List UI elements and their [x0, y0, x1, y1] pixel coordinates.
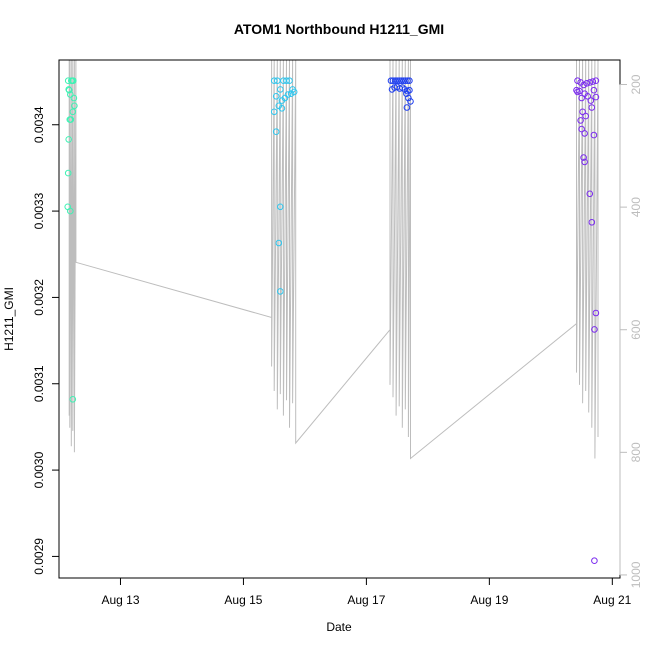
data-point	[277, 86, 284, 93]
data-point	[275, 239, 283, 247]
data-point	[70, 77, 77, 84]
x-tick-label: Aug 13	[101, 593, 139, 607]
data-point	[578, 94, 585, 102]
x-tick-label: Aug 17	[347, 593, 385, 607]
data-point	[586, 190, 594, 198]
y-axis-label: H1211_GMI	[2, 287, 16, 351]
y-tick-label: 0.0031	[32, 365, 46, 402]
data-point	[590, 86, 598, 94]
data-point	[405, 94, 412, 102]
data-point	[576, 87, 583, 95]
x-tick-label: Aug 21	[593, 593, 631, 607]
data-point	[592, 309, 600, 317]
x-axis: Aug 13 Aug 15 Aug 17 Aug 19 Aug 21	[101, 577, 632, 607]
data-point	[577, 117, 584, 124]
y-tick-label: 0.0034	[32, 106, 46, 143]
data-point	[272, 128, 280, 135]
x-tick-label: Aug 15	[224, 593, 262, 607]
data-point	[70, 94, 78, 102]
secondary-tick-label: 200	[629, 74, 643, 94]
data-point	[406, 77, 413, 84]
data-point	[583, 80, 591, 87]
y-tick-label: 0.0030	[32, 451, 46, 488]
data-point	[587, 97, 595, 104]
secondary-tick-label: 600	[629, 319, 643, 339]
data-point	[66, 116, 74, 123]
data-point	[65, 136, 72, 143]
secondary-y-axis: 200 400 600 800 1000	[619, 74, 643, 588]
data-point	[287, 90, 295, 97]
data-point	[286, 77, 293, 84]
data-point	[393, 77, 401, 84]
data-point	[283, 77, 290, 84]
scatter-points-layer	[64, 77, 600, 565]
data-point	[579, 108, 586, 116]
data-point	[588, 219, 596, 226]
data-point	[71, 102, 78, 110]
secondary-profile-layer	[68, 59, 599, 460]
data-point	[67, 91, 74, 98]
data-point	[407, 98, 414, 105]
y-tick-label: 0.0033	[32, 192, 46, 229]
data-point	[403, 104, 411, 111]
data-point	[278, 97, 286, 104]
data-point	[591, 326, 598, 333]
data-point	[581, 158, 588, 166]
data-point	[588, 104, 596, 111]
profile-line	[68, 59, 599, 460]
data-point	[397, 77, 405, 84]
data-point	[272, 93, 280, 100]
data-point	[580, 154, 587, 161]
data-point	[277, 203, 284, 211]
data-point	[65, 86, 73, 94]
y-tick-label: 0.0032	[32, 279, 46, 316]
data-point	[582, 112, 590, 120]
data-point	[278, 105, 286, 112]
data-point	[578, 125, 585, 133]
data-point	[64, 169, 72, 177]
data-point	[584, 93, 592, 100]
data-point	[270, 108, 278, 116]
data-point	[589, 78, 597, 85]
x-tick-label: Aug 19	[470, 593, 508, 607]
data-point	[592, 93, 600, 101]
plot-frame	[58, 59, 621, 579]
secondary-tick-label: 400	[629, 197, 643, 217]
x-axis-label: Date	[326, 620, 352, 634]
data-point	[67, 207, 74, 215]
secondary-tick-label: 1000	[629, 561, 643, 588]
data-point	[389, 77, 397, 84]
chart-title: ATOM1 Northbound H1211_GMI	[234, 21, 444, 37]
data-point	[69, 396, 77, 403]
data-point	[404, 77, 411, 84]
data-point	[277, 288, 284, 295]
y-axis: 0.0029 0.0030 0.0031 0.0032 0.0033 0.0034	[32, 106, 60, 575]
data-point	[69, 108, 77, 116]
data-point	[586, 79, 594, 86]
data-point	[591, 557, 598, 565]
data-point	[592, 77, 600, 84]
data-point	[402, 77, 409, 84]
data-point	[590, 131, 598, 139]
secondary-tick-label: 800	[629, 442, 643, 462]
data-point	[581, 130, 588, 137]
y-tick-label: 0.0029	[32, 538, 46, 575]
data-point	[270, 77, 278, 84]
